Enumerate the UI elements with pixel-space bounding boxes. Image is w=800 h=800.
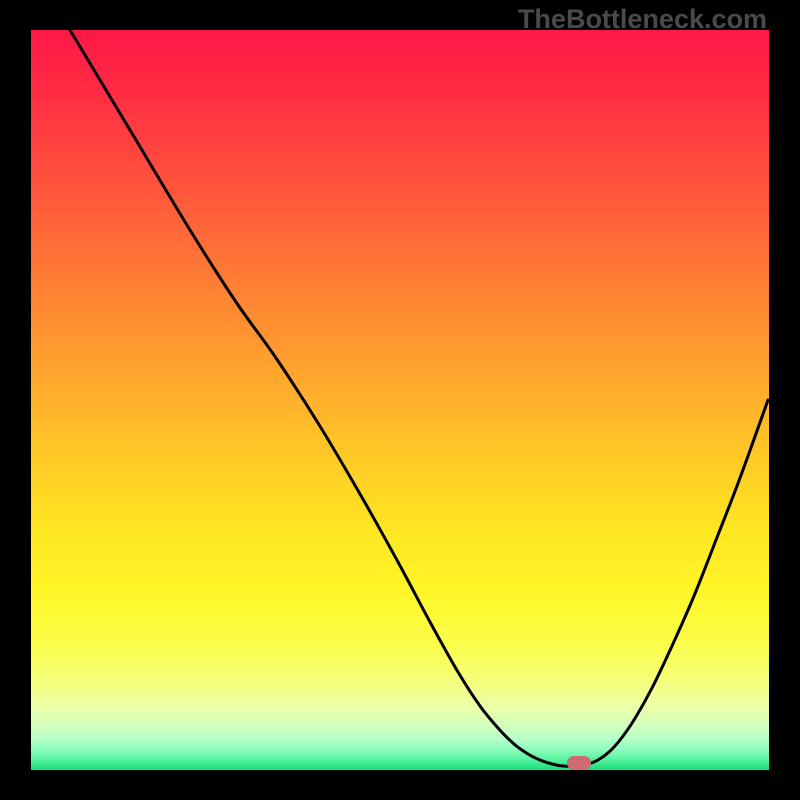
bottleneck-curve-svg <box>31 30 769 770</box>
plot-area <box>31 30 769 770</box>
bottleneck-curve <box>70 30 768 766</box>
watermark-text: TheBottleneck.com <box>518 4 767 35</box>
optimum-marker <box>567 756 591 770</box>
